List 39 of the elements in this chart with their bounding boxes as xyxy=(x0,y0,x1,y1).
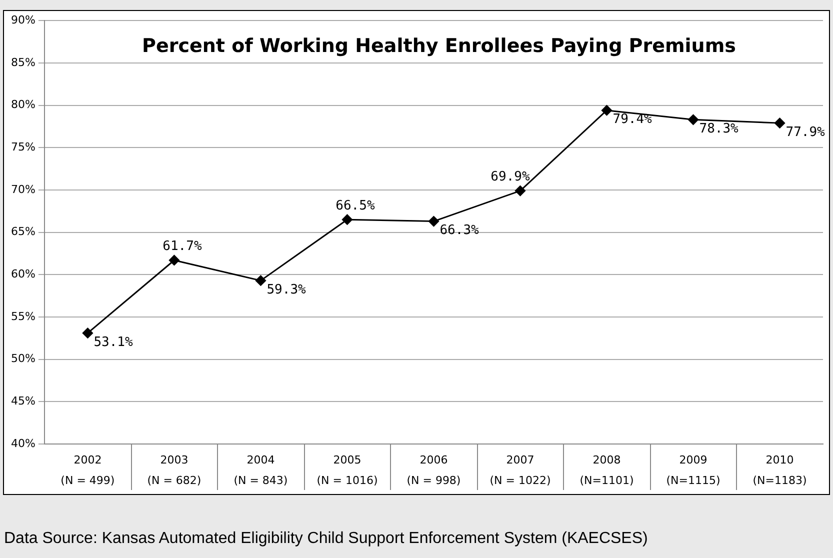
y-tick-label: 65% xyxy=(10,225,36,238)
x-tick-label: 2010 (N=1183) xyxy=(752,453,807,488)
point xyxy=(82,328,93,338)
x-tick-label: 2006 (N = 998) xyxy=(406,453,461,488)
data-label: 53.1% xyxy=(94,334,134,350)
point xyxy=(601,105,612,116)
y-tick-label: 70% xyxy=(10,182,36,196)
data-label: 77.9% xyxy=(786,124,826,140)
x-tick-label: 2009 (N=1115) xyxy=(666,453,720,488)
data-label: 59.3% xyxy=(266,282,306,298)
data-label: 66.3% xyxy=(440,223,480,238)
x-tick-label: 2003 (N = 682) xyxy=(147,453,202,488)
y-tick-label: 55% xyxy=(10,310,36,323)
y-tick-label: 80% xyxy=(10,98,36,112)
y-tick-label: 75% xyxy=(10,140,36,154)
x-tick-label: 2007 (N = 1022) xyxy=(490,453,551,488)
point xyxy=(255,275,266,286)
text: Percent of Working Healthy Enrollees Paying Premiums xyxy=(141,35,737,57)
y-tick-label: 40% xyxy=(10,436,36,450)
data-label: 61.7% xyxy=(162,239,202,254)
point xyxy=(688,114,698,125)
point xyxy=(342,214,352,225)
y-tick-label: 90% xyxy=(10,13,36,26)
y-tick-label: 60% xyxy=(10,268,36,280)
y-tick-label: 45% xyxy=(10,394,36,408)
source-note: Data Source: Kansas Automated Eligibility Child Support Enforcement System (KAECSES) xyxy=(4,530,648,548)
point xyxy=(774,118,785,128)
data-label: 69.9% xyxy=(490,170,530,185)
y-tick-label: 85% xyxy=(10,56,36,69)
data-label: 78.3% xyxy=(699,122,739,137)
x-tick-label: 2004 (N = 843) xyxy=(234,453,288,488)
x-tick-label: 2005 (N = 1016) xyxy=(316,453,378,488)
data-label: 66.5% xyxy=(336,198,375,214)
x-tick-label: 2002 (N = 499) xyxy=(60,453,115,488)
point xyxy=(514,186,526,196)
point xyxy=(168,254,180,266)
point xyxy=(428,216,439,227)
x-tick-label: 2008 (N=1101) xyxy=(580,453,634,488)
y-tick-label: 50% xyxy=(10,352,36,366)
